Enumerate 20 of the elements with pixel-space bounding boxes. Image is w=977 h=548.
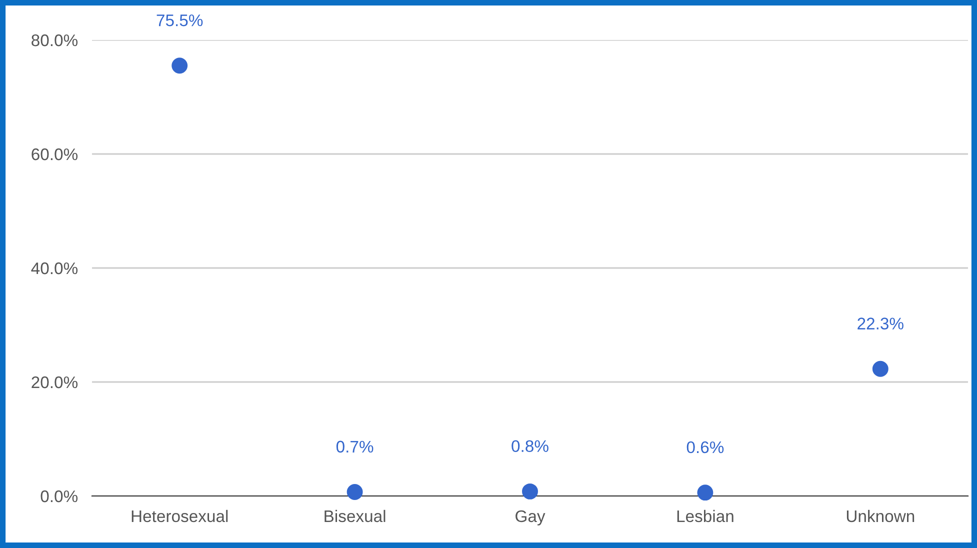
- point: [697, 484, 714, 501]
- y-tick-label: 80.0%: [32, 34, 78, 46]
- x-tick-label: Lesbian: [677, 510, 734, 522]
- x-tick-label: Gay: [516, 510, 546, 526]
- data-label: 0.6%: [686, 441, 724, 454]
- x-tick-label: Bisexual: [324, 510, 386, 522]
- y-tick-label: 40.0%: [31, 262, 78, 274]
- point: [172, 58, 188, 74]
- x-tick-label: Unknown: [846, 510, 914, 522]
- point: [346, 484, 363, 500]
- y-tick-label: 20.0%: [32, 376, 78, 388]
- data-label: 75.5%: [156, 14, 203, 26]
- x-tick-label: Heterosexual: [132, 510, 228, 522]
- point: [522, 483, 538, 500]
- point: [872, 360, 888, 377]
- y-tick-label: 0.0%: [40, 490, 78, 502]
- data-label: 22.3%: [858, 318, 904, 330]
- data-label: 0.8%: [512, 440, 548, 452]
- data-label: 0.7%: [336, 440, 374, 453]
- y-tick-label: 60.0%: [32, 148, 78, 160]
